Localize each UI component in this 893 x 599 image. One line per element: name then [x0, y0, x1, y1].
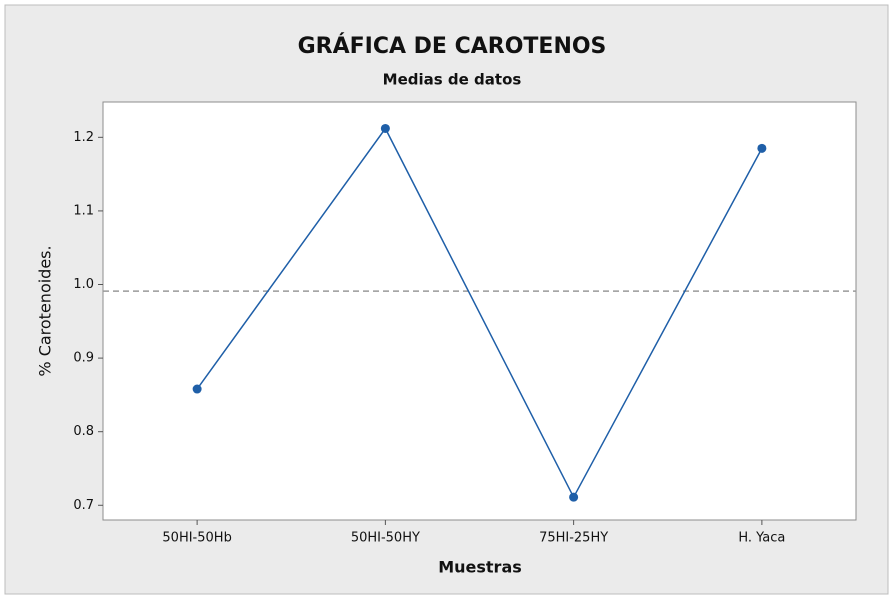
y-tick-label: 0.9	[73, 351, 94, 366]
y-tick-label: 0.7	[73, 498, 94, 513]
data-point	[757, 143, 767, 153]
series-line	[196, 127, 763, 499]
plot-area	[102, 101, 857, 521]
x-axis-label: Muestras	[438, 558, 522, 577]
chart-subtitle: Medias de datos	[383, 71, 522, 89]
data-point	[380, 123, 390, 133]
x-tick-label: 50HI-50Hb	[162, 531, 231, 546]
y-tick-label: 1.2	[73, 130, 94, 145]
x-tick-label: H. Yaca	[738, 531, 785, 546]
y-axis-label: % Carotenoides.	[36, 245, 55, 376]
y-tick-label: 1.0	[73, 277, 94, 292]
data-point	[192, 384, 202, 394]
x-tick-label: 50HI-50HY	[351, 531, 420, 546]
x-tick-label: 75HI-25HY	[539, 531, 608, 546]
y-tick-label: 0.8	[73, 424, 94, 439]
y-tick-label: 1.1	[73, 203, 94, 218]
data-point	[569, 492, 579, 502]
chart-title: GRÁFICA DE CAROTENOS	[298, 33, 607, 59]
